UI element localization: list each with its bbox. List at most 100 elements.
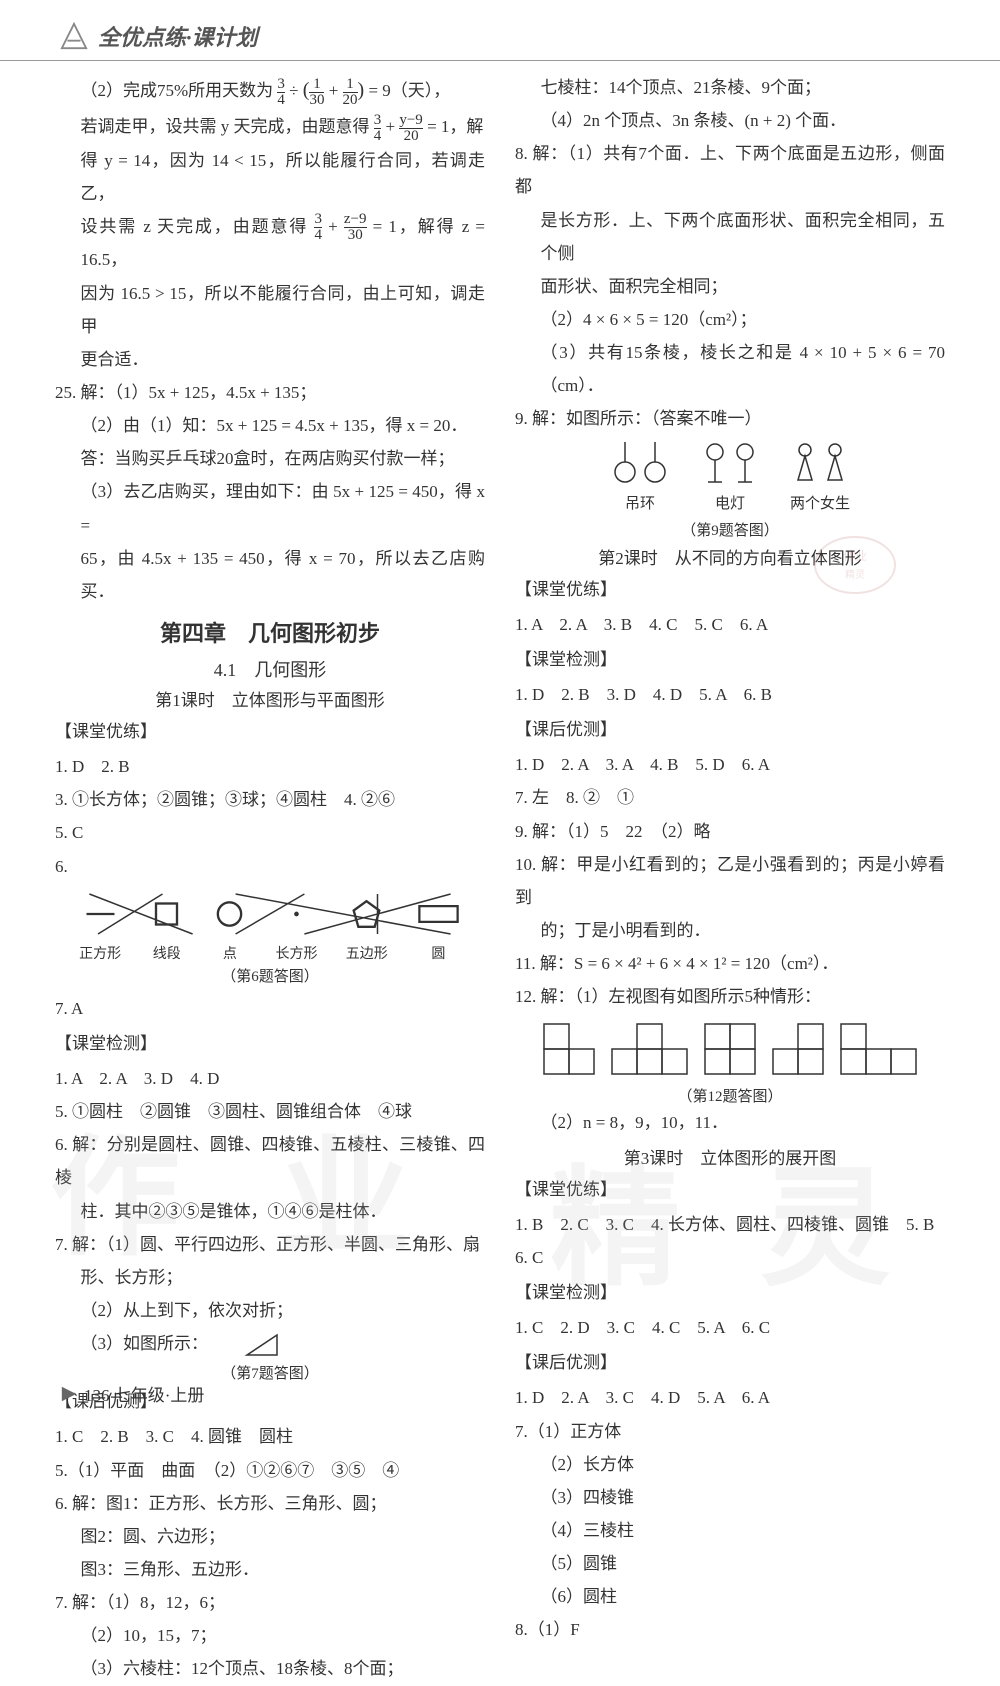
view-shape-2 bbox=[607, 1019, 692, 1079]
text-line: （3）去乙店购买，理由如下：由 5x + 125 = 450，得 x = bbox=[55, 475, 485, 541]
fraction: y−920 bbox=[399, 113, 422, 144]
fraction: z−930 bbox=[344, 212, 367, 243]
shape-label: 线段 bbox=[153, 947, 181, 962]
text: （2）完成75%所用天数为 bbox=[81, 81, 274, 100]
figure-caption: （第6题答图） bbox=[55, 965, 485, 986]
answer-line: 1. D 2. B 3. D 4. D 5. A 6. B bbox=[515, 678, 945, 711]
answer-line: 1. A 2. A 3. D 4. D bbox=[55, 1062, 485, 1095]
q9-label: 吊环 bbox=[610, 492, 670, 513]
lesson-title: 第1课时 立体图形与平面图形 bbox=[55, 686, 485, 711]
answer-line: （5）圆锥 bbox=[515, 1547, 945, 1580]
answer-line: 8.（1）F bbox=[515, 1613, 945, 1646]
answer-line: 5. ①圆柱 ②圆锥 ③圆柱、圆锥组合体 ④球 bbox=[55, 1095, 485, 1128]
header-title: 全优点练·课计划 bbox=[98, 20, 258, 52]
answer-line: 1. D 2. B bbox=[55, 750, 485, 783]
section-title: 4.1 几何图形 bbox=[55, 656, 485, 682]
text: = 1，解 bbox=[427, 117, 483, 136]
answer-line: 5.（1）平面 曲面 （2）①②⑥⑦ ③⑤ ④ bbox=[55, 1454, 485, 1487]
answer-line: 1. A 2. A 3. B 4. C 5. C 6. A bbox=[515, 608, 945, 641]
bracket-heading: 【课堂优练】 bbox=[515, 1173, 945, 1206]
bracket-heading: 【课堂检测】 bbox=[515, 643, 945, 676]
bracket-heading: 【课堂检测】 bbox=[55, 1027, 485, 1060]
text-line: 更合适． bbox=[55, 343, 485, 376]
shape-label: 五边形 bbox=[346, 947, 388, 962]
answer-line: 1. D 2. A 3. A 4. B 5. D 6. A bbox=[515, 748, 945, 781]
text-line: 是长方形．上、下两个底面形状、面积完全相同，五个侧 bbox=[515, 204, 945, 270]
answer-line: 5. C bbox=[55, 816, 485, 849]
answer-line: 6. 解：分别是圆柱、圆锥、四棱锥、五棱柱、三棱锥、四棱 bbox=[55, 1128, 485, 1194]
answer-line: 12. 解：（1）左视图有如图所示5种情形： bbox=[515, 980, 945, 1013]
left-column: （2）完成75%所用天数为 34 ÷ (130 + 120) = 9（天）， 若… bbox=[40, 71, 500, 1686]
footer-arrow-icon bbox=[60, 1385, 78, 1403]
text-line: 七棱柱：14个顶点、21条棱、9个面； bbox=[515, 71, 945, 104]
text-line: 9. 解：如图所示：（答案不唯一） bbox=[515, 402, 945, 435]
answer-line: 1. C 2. D 3. C 4. C 5. A 6. C bbox=[515, 1311, 945, 1344]
view-shape-5 bbox=[836, 1019, 921, 1079]
answer-line: 7.（1）正方体 bbox=[515, 1415, 945, 1448]
text-line: 65，由 4.5x + 135 = 450，得 x = 70，所以去乙店购买． bbox=[55, 542, 485, 608]
text-line: （2）完成75%所用天数为 34 ÷ (130 + 120) = 9（天）， bbox=[55, 71, 485, 110]
fraction: 130 bbox=[309, 77, 324, 108]
text-line: 因为 16.5 > 15，所以不能履行合同，由上可知，调走甲 bbox=[55, 277, 485, 343]
view-shape-3 bbox=[700, 1019, 760, 1079]
text: 设共需 z 天完成，由题意得 bbox=[81, 217, 309, 236]
text-line: 设共需 z 天完成，由题意得 34 + z−930 = 1，解得 z = 16.… bbox=[55, 210, 485, 277]
answer-line: 6. 解：图1：正方形、长方形、三角形、圆； bbox=[55, 1487, 485, 1520]
figure-9: 吊环 电灯 两个女生 bbox=[515, 442, 945, 513]
answer-line: 1. C 2. B 3. C 4. 圆锥 圆柱 bbox=[55, 1420, 485, 1453]
text: 若调走甲，设共需 y 天完成，由题意得 bbox=[81, 117, 370, 136]
answer-line: 7. 解：（1）圆、平行四边形、正方形、半圆、三角形、扇 bbox=[55, 1228, 485, 1261]
page-number: 136 七年级·上册 bbox=[84, 1381, 204, 1406]
text-line: 答：当购买乒乓球20盒时，在两店购买付款一样； bbox=[55, 442, 485, 475]
answer-line: 6. bbox=[55, 850, 485, 883]
main-content: （2）完成75%所用天数为 34 ÷ (130 + 120) = 9（天）， 若… bbox=[0, 71, 1000, 1686]
lesson-title: 第3课时 立体图形的展开图 bbox=[515, 1144, 945, 1169]
bracket-heading: 【课后优测】 bbox=[515, 1346, 945, 1379]
figure-caption: （第12题答图） bbox=[515, 1085, 945, 1106]
fraction: 34 bbox=[277, 77, 285, 108]
figure-6: 正方形 线段 点 长方形 五边形 圆 （第6题答图） bbox=[55, 889, 485, 986]
view-shape-4 bbox=[768, 1019, 828, 1079]
stamp-icon: 作业 精灵 bbox=[810, 530, 900, 600]
answer-line: 6. C bbox=[515, 1241, 945, 1274]
answer-line: 的；丁是小明看到的． bbox=[515, 914, 945, 947]
answer-line: （2）10，15，7； bbox=[55, 1619, 485, 1652]
q9-label: 电灯 bbox=[700, 492, 760, 513]
shape-label: 点 bbox=[223, 947, 237, 962]
answer-line: （6）圆柱 bbox=[515, 1580, 945, 1613]
shape-label: 长方形 bbox=[276, 947, 318, 962]
text-line: 若调走甲，设共需 y 天完成，由题意得 34 + y−920 = 1，解 bbox=[55, 110, 485, 144]
girls-icon bbox=[790, 442, 850, 487]
fraction: 34 bbox=[314, 212, 322, 243]
rings-icon bbox=[610, 442, 670, 487]
svg-text:作业: 作业 bbox=[843, 549, 867, 563]
text-line: （2）4 × 6 × 5 = 120（cm²）； bbox=[515, 303, 945, 336]
figure-12 bbox=[515, 1019, 945, 1079]
text: （3）如图所示： bbox=[81, 1334, 209, 1353]
answer-line: （2）长方体 bbox=[515, 1448, 945, 1481]
right-column: 七棱柱：14个顶点、21条棱、9个面； （4）2n 个顶点、3n 条棱、(n +… bbox=[500, 71, 960, 1686]
answer-line: 7. 左 8. ② ① bbox=[515, 781, 945, 814]
answer-line: 柱．其中②③⑤是锥体，①④⑥是柱体． bbox=[55, 1195, 485, 1228]
answer-line: 7. 解：（1）8，12，6； bbox=[55, 1586, 485, 1619]
answer-line: 10. 解：甲是小红看到的；乙是小强看到的；丙是小婷看到 bbox=[515, 848, 945, 914]
answer-line: 9. 解：（1）5 22 （2）略 bbox=[515, 815, 945, 848]
text: = 9（天）， bbox=[368, 81, 450, 100]
bracket-heading: 【课后优测】 bbox=[515, 713, 945, 746]
answer-line: 1. D 2. A 3. C 4. D 5. A 6. A bbox=[515, 1381, 945, 1414]
bracket-heading: 【课堂检测】 bbox=[515, 1276, 945, 1309]
view-shape-1 bbox=[539, 1019, 599, 1079]
answer-line: 图3：三角形、五边形． bbox=[55, 1553, 485, 1586]
text-line: （4）2n 个顶点、3n 条棱、(n + 2) 个面． bbox=[515, 104, 945, 137]
header-logo-icon bbox=[60, 22, 88, 50]
bracket-heading: 【课堂优练】 bbox=[55, 715, 485, 748]
answer-line: （2）从上到下，依次对折； bbox=[55, 1294, 485, 1327]
lamp-icon bbox=[700, 442, 760, 487]
text-line: （3）共有15条棱，棱长之和是 4 × 10 + 5 × 6 = 70（cm）． bbox=[515, 336, 945, 402]
text-line: 得 y = 14，因为 14 < 15，所以能履行合同，若调走乙， bbox=[55, 144, 485, 210]
figure-7-shape bbox=[242, 1330, 282, 1360]
answer-line: 形、长方形； bbox=[55, 1261, 485, 1294]
answer-line: （3）六棱柱：12个顶点、18条棱、8个面； bbox=[55, 1652, 485, 1685]
q9-label: 两个女生 bbox=[790, 492, 850, 513]
text-line: 25. 解：（1）5x + 125，4.5x + 135； bbox=[55, 376, 485, 409]
